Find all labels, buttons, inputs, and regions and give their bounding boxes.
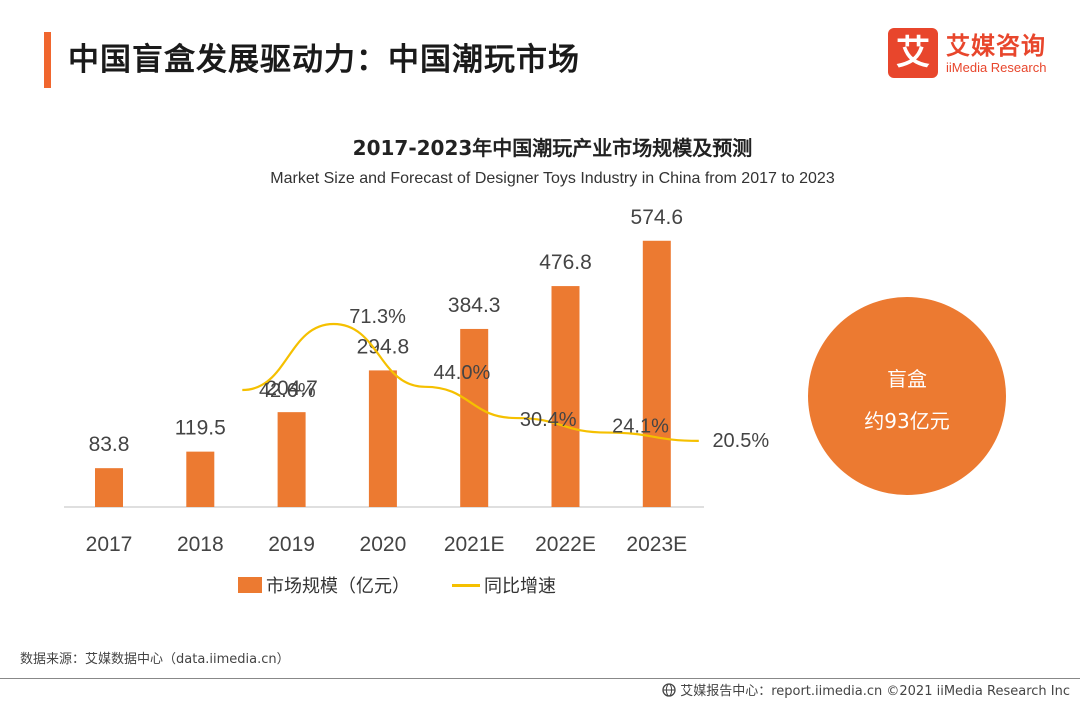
footer-credit: 艾媒报告中心：report.iimedia.cn ©2021 iiMedia R…	[662, 680, 1070, 699]
x-tick-label-2017: 2017	[86, 533, 133, 556]
footer-divider	[0, 678, 1080, 679]
x-tick-label-2023E: 2023E	[626, 533, 687, 556]
bar-value-label-2018: 119.5	[175, 417, 226, 440]
bar-2017	[95, 468, 123, 507]
bar-2020	[368, 370, 397, 507]
legend-label-growth: 同比增速	[484, 576, 556, 597]
growth-label-2021E: 30.4%	[520, 409, 577, 431]
growth-rate-line	[242, 322, 699, 442]
growth-label-2023E: 20.5%	[712, 430, 769, 452]
data-source: 数据来源：艾媒数据中心（data.iimedia.cn）	[20, 652, 290, 667]
x-tick-label-2018: 2018	[177, 533, 224, 556]
bar-2018	[186, 451, 215, 507]
callout-label: 盲盒	[887, 367, 927, 391]
logo-mark: 艾	[888, 28, 938, 78]
bar-2019	[277, 412, 306, 507]
title-accent-bar	[44, 32, 51, 88]
page-title: 中国盲盒发展驱动力：中国潮玩市场	[68, 42, 580, 78]
legend-item-growth: 同比增速	[452, 572, 556, 598]
bar-value-label-2021E: 384.3	[448, 294, 501, 317]
chart-title: 2017-2023年中国潮玩产业市场规模及预测	[352, 136, 753, 160]
legend-bar-swatch	[238, 577, 262, 593]
logo-text-cn: 艾媒咨询	[946, 32, 1046, 60]
bar-value-label-2022E: 476.8	[539, 251, 592, 274]
legend-line-swatch	[452, 583, 480, 587]
x-tick-label-2022E: 2022E	[535, 533, 596, 556]
callout-value: 约93亿元	[864, 409, 950, 433]
iimedia-logo: 艾 艾媒咨询 iiMedia Research	[888, 26, 1063, 82]
chart-subtitle: Market Size and Forecast of Designer Toy…	[270, 170, 835, 187]
x-tick-label-2021E: 2021E	[444, 533, 505, 556]
bar-value-label-2020: 294.8	[357, 335, 410, 358]
growth-label-2018: 42.6%	[259, 380, 316, 402]
bar-2021E	[460, 328, 489, 507]
logo-text-en: iiMedia Research	[946, 60, 1047, 75]
legend-item-market-size: 市场规模（亿元）	[238, 572, 410, 598]
bar-2023E	[642, 240, 671, 507]
growth-label-2020: 44.0%	[434, 362, 491, 384]
bar-2022E	[551, 286, 580, 507]
bar-value-label-2019: 204.7	[265, 377, 318, 400]
blind-box-callout: 盲盒 约93亿元	[808, 297, 1006, 495]
bar-value-label-2023E: 574.6	[631, 206, 684, 229]
x-tick-label-2020: 2020	[360, 533, 407, 556]
globe-icon	[662, 682, 676, 697]
growth-label-2019: 71.3%	[349, 306, 406, 328]
x-tick-label-2019: 2019	[268, 533, 315, 556]
growth-label-2022E: 24.1%	[612, 416, 669, 438]
footer-text: 艾媒报告中心：report.iimedia.cn ©2021 iiMedia R…	[680, 684, 1070, 699]
bar-value-label-2017: 83.8	[89, 433, 130, 456]
legend-label-market-size: 市场规模（亿元）	[266, 576, 410, 597]
